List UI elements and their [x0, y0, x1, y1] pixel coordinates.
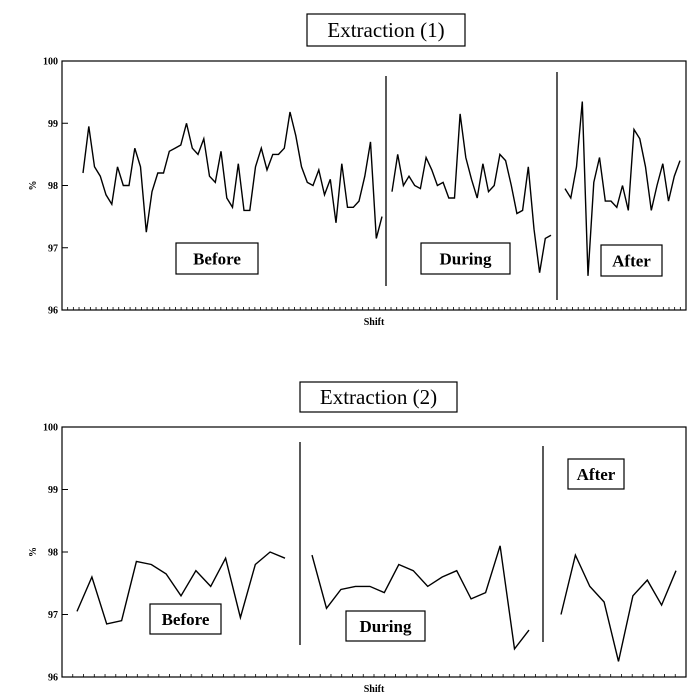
chart-2: Extraction (2) 96 97 98 99 100 Shift% Before Dur…: [28, 381, 687, 695]
series-line-during: [311, 545, 530, 651]
y-axis-label: %: [28, 547, 39, 557]
chart-title-box: [306, 13, 466, 47]
series-line-before: [76, 551, 286, 625]
phase-label-box: [149, 603, 222, 635]
phase-label-box: [420, 242, 511, 275]
phase-label-box: [567, 458, 625, 490]
phase-label-box: [175, 242, 259, 275]
y-axis-label: %: [28, 181, 39, 191]
y-tick-label: 97: [48, 610, 58, 621]
series-line-after: [564, 101, 681, 276]
chart-1: Extraction (1) 96 97 98 99 100 Shift% Before Dur…: [28, 13, 687, 328]
y-tick-label: 98: [48, 548, 58, 559]
series-line-during: [391, 113, 552, 273]
phase-label-before: Before: [162, 610, 210, 629]
y-tick-label: 97: [48, 243, 58, 254]
y-tick-label: 99: [48, 119, 58, 130]
y-tick-label: 99: [48, 485, 58, 496]
y-tick-label: 100: [43, 57, 58, 68]
x-axis-label: Shift: [364, 317, 385, 328]
chart-title: Extraction (1): [327, 18, 444, 42]
series-line-before: [82, 111, 383, 239]
series-line-after: [560, 552, 677, 662]
chart-title-box: [299, 381, 458, 413]
y-tick-label: 96: [48, 673, 58, 684]
y-tick-label: 98: [48, 181, 58, 192]
phase-label-during: During: [360, 617, 412, 636]
x-axis-label: Shift: [364, 684, 385, 695]
phase-label-during: During: [440, 250, 492, 269]
phase-label-after: After: [577, 465, 616, 484]
phase-label-before: Before: [193, 250, 241, 269]
y-tick-label: 96: [48, 306, 58, 317]
phase-label-after: After: [612, 252, 651, 271]
phase-label-box: [600, 244, 663, 277]
plot-frame: [61, 60, 687, 311]
y-tick-label: 100: [43, 423, 58, 434]
chart-title: Extraction (2): [320, 385, 437, 409]
phase-label-box: [345, 610, 426, 642]
